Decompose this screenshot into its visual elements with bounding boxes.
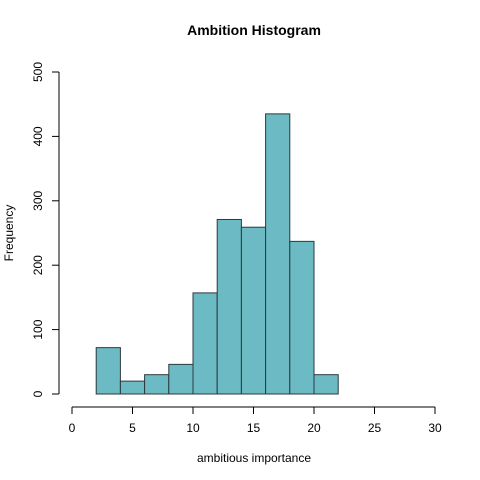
x-tick-label: 15 [247, 421, 261, 435]
x-tick-label: 10 [186, 421, 200, 435]
y-tick-label: 300 [31, 190, 45, 210]
y-axis-label: Frequency [2, 205, 16, 262]
histogram-bar [216, 218, 242, 395]
histogram-bar [265, 113, 291, 395]
y-tick-label: 500 [31, 62, 45, 82]
y-tick-label: 100 [31, 319, 45, 339]
histogram-bar [95, 347, 121, 395]
histogram-bar [144, 374, 170, 395]
y-tick-label: 0 [31, 390, 45, 397]
x-tick-label: 0 [69, 421, 76, 435]
histogram-bar [289, 240, 315, 395]
x-tick-label: 25 [368, 421, 382, 435]
histogram-bar [192, 292, 218, 395]
bars-group [95, 113, 339, 395]
histogram-bar [313, 374, 339, 395]
x-tick-label: 30 [428, 421, 442, 435]
histogram-bar [168, 363, 194, 395]
x-tick-label: 5 [129, 421, 136, 435]
y-axis: 0 100 200 300 400 500 [31, 62, 60, 397]
chart-title: Ambition Histogram [187, 22, 321, 38]
x-axis: 0 5 10 15 20 25 30 [69, 406, 442, 435]
histogram-bar [119, 380, 146, 395]
y-tick-label: 400 [31, 126, 45, 146]
histogram-bar [240, 226, 267, 395]
x-tick-label: 20 [307, 421, 321, 435]
x-axis-label: ambitious importance [197, 451, 311, 465]
y-tick-label: 200 [31, 255, 45, 275]
